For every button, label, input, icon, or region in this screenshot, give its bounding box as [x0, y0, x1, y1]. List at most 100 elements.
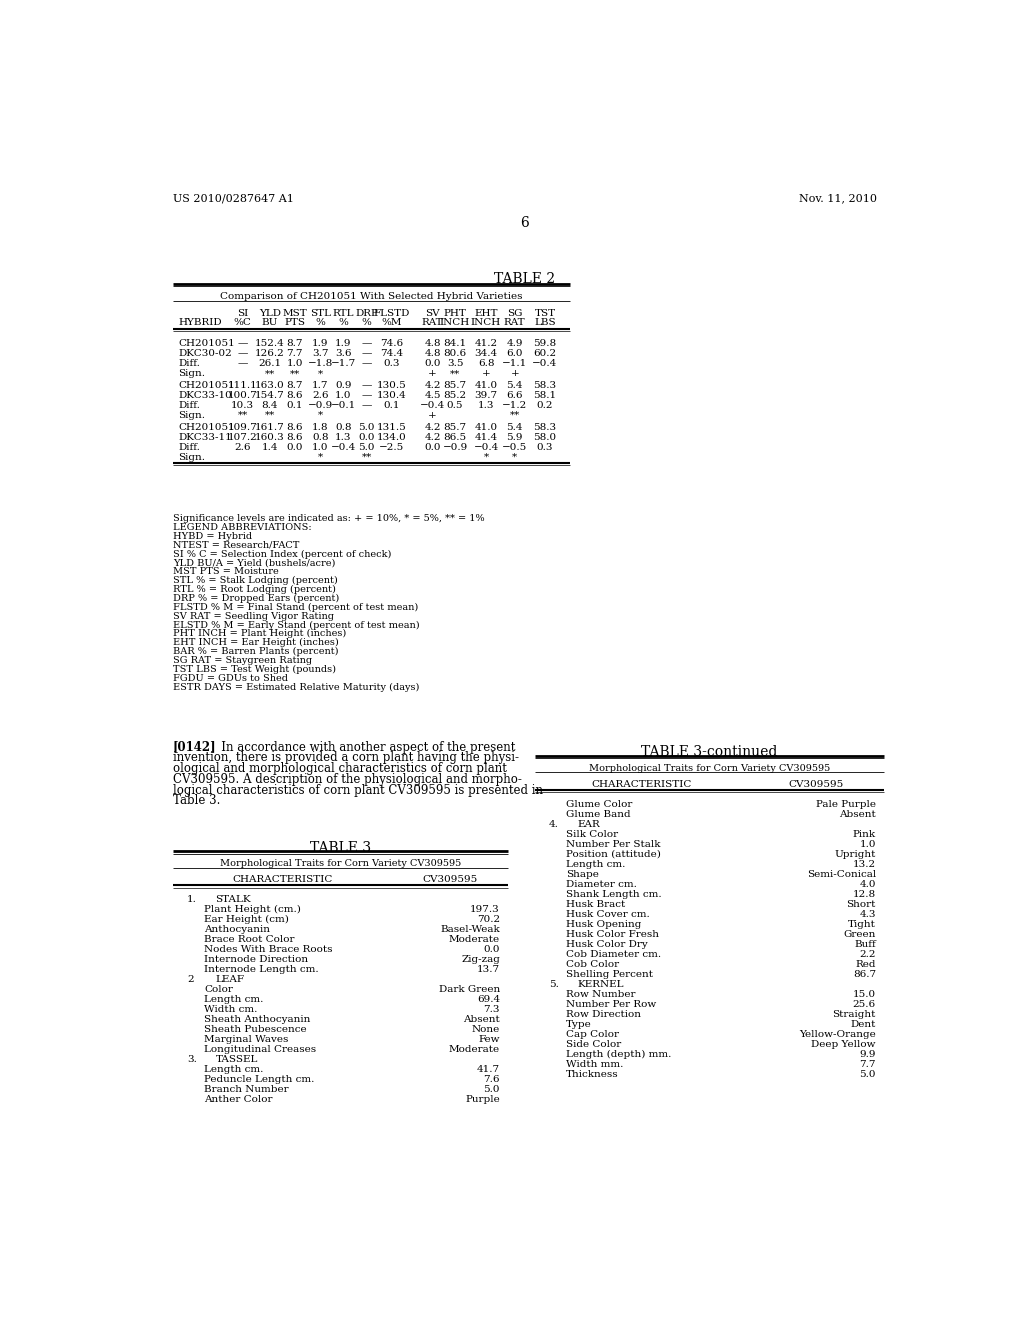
Text: 5.9: 5.9 [507, 433, 523, 441]
Text: CV309595: CV309595 [788, 780, 844, 789]
Text: CH201051: CH201051 [178, 339, 236, 348]
Text: 4.8: 4.8 [424, 350, 440, 358]
Text: 41.0: 41.0 [474, 381, 498, 389]
Text: Husk Color Fresh: Husk Color Fresh [566, 929, 658, 939]
Text: Moderate: Moderate [449, 1045, 500, 1055]
Text: US 2010/0287647 A1: US 2010/0287647 A1 [173, 193, 294, 203]
Text: 109.7: 109.7 [227, 422, 258, 432]
Text: TABLE 3: TABLE 3 [310, 841, 371, 854]
Text: 8.6: 8.6 [287, 391, 303, 400]
Text: HYBD = Hybrid: HYBD = Hybrid [173, 532, 252, 541]
Text: 4.2: 4.2 [424, 381, 440, 389]
Text: 163.0: 163.0 [255, 381, 285, 389]
Text: Sheath Pubescence: Sheath Pubescence [204, 1026, 306, 1035]
Text: EAR: EAR [578, 820, 600, 829]
Text: Moderate: Moderate [449, 936, 500, 944]
Text: Diff.: Diff. [178, 401, 201, 411]
Text: %: % [315, 318, 326, 327]
Text: 39.7: 39.7 [474, 391, 498, 400]
Text: STL: STL [309, 309, 331, 318]
Text: 0.0: 0.0 [424, 442, 440, 451]
Text: Color: Color [204, 985, 232, 994]
Text: —: — [361, 401, 372, 411]
Text: Anther Color: Anther Color [204, 1096, 272, 1105]
Text: 0.5: 0.5 [446, 401, 463, 411]
Text: SI: SI [238, 309, 249, 318]
Text: Type: Type [566, 1020, 592, 1030]
Text: Side Color: Side Color [566, 1040, 622, 1049]
Text: PHT: PHT [443, 309, 467, 318]
Text: —: — [238, 339, 248, 348]
Text: 4.: 4. [549, 820, 559, 829]
Text: 160.3: 160.3 [255, 433, 285, 441]
Text: 0.1: 0.1 [383, 401, 399, 411]
Text: CV309595. A description of the physiological and morpho-: CV309595. A description of the physiolog… [173, 774, 522, 785]
Text: CH201051: CH201051 [178, 422, 236, 432]
Text: DKC33-10: DKC33-10 [178, 391, 232, 400]
Text: Sign.: Sign. [178, 411, 206, 420]
Text: [0142]: [0142] [173, 741, 216, 754]
Text: CHARACTERISTIC: CHARACTERISTIC [591, 780, 691, 789]
Text: 41.7: 41.7 [477, 1065, 500, 1074]
Text: 1.9: 1.9 [335, 339, 351, 348]
Text: PHT INCH = Plant Height (inches): PHT INCH = Plant Height (inches) [173, 630, 346, 639]
Text: Thickness: Thickness [566, 1071, 618, 1078]
Text: 7.3: 7.3 [483, 1006, 500, 1014]
Text: 74.6: 74.6 [380, 339, 403, 348]
Text: Red: Red [855, 960, 876, 969]
Text: Sheath Anthocyanin: Sheath Anthocyanin [204, 1015, 310, 1024]
Text: logical characteristics of corn plant CV309595 is presented in: logical characteristics of corn plant CV… [173, 784, 543, 797]
Text: Cap Color: Cap Color [566, 1030, 618, 1039]
Text: 4.9: 4.9 [507, 339, 523, 348]
Text: 6: 6 [520, 216, 529, 230]
Text: RAT: RAT [504, 318, 525, 327]
Text: Morphological Traits for Corn Variety CV309595: Morphological Traits for Corn Variety CV… [220, 859, 461, 869]
Text: 6.6: 6.6 [507, 391, 523, 400]
Text: —: — [361, 339, 372, 348]
Text: 58.3: 58.3 [534, 422, 556, 432]
Text: FGDU = GDUs to Shed: FGDU = GDUs to Shed [173, 673, 288, 682]
Text: 13.2: 13.2 [853, 859, 876, 869]
Text: *: * [317, 411, 323, 420]
Text: %: % [339, 318, 348, 327]
Text: 86.5: 86.5 [443, 433, 467, 441]
Text: 6.8: 6.8 [478, 359, 495, 368]
Text: 70.2: 70.2 [477, 915, 500, 924]
Text: Purple: Purple [465, 1096, 500, 1105]
Text: 9.9: 9.9 [859, 1051, 876, 1059]
Text: Dark Green: Dark Green [438, 985, 500, 994]
Text: BU: BU [262, 318, 278, 327]
Text: 2.6: 2.6 [234, 442, 251, 451]
Text: Glume Color: Glume Color [566, 800, 632, 809]
Text: **: ** [264, 411, 275, 420]
Text: 41.2: 41.2 [474, 339, 498, 348]
Text: DKC33-11: DKC33-11 [178, 433, 232, 441]
Text: 111.1: 111.1 [227, 381, 258, 389]
Text: 41.0: 41.0 [474, 422, 498, 432]
Text: 1.0: 1.0 [287, 359, 303, 368]
Text: EHT: EHT [474, 309, 498, 318]
Text: Position (attitude): Position (attitude) [566, 850, 660, 859]
Text: 0.0: 0.0 [424, 359, 440, 368]
Text: −0.1: −0.1 [331, 401, 356, 411]
Text: In accordance with another aspect of the present: In accordance with another aspect of the… [210, 741, 515, 754]
Text: PTS: PTS [284, 318, 305, 327]
Text: RAT: RAT [422, 318, 443, 327]
Text: Table 3.: Table 3. [173, 795, 220, 808]
Text: —: — [238, 359, 248, 368]
Text: Glume Band: Glume Band [566, 810, 631, 818]
Text: %C: %C [233, 318, 252, 327]
Text: 0.9: 0.9 [335, 381, 351, 389]
Text: 74.4: 74.4 [380, 350, 403, 358]
Text: 134.0: 134.0 [377, 433, 407, 441]
Text: 58.3: 58.3 [534, 381, 556, 389]
Text: Length cm.: Length cm. [204, 995, 263, 1005]
Text: 1.9: 1.9 [312, 339, 329, 348]
Text: 8.7: 8.7 [287, 381, 303, 389]
Text: CV309595: CV309595 [422, 875, 477, 884]
Text: Row Number: Row Number [566, 990, 635, 999]
Text: Cob Diameter cm.: Cob Diameter cm. [566, 950, 662, 958]
Text: 5.0: 5.0 [358, 422, 375, 432]
Text: 0.3: 0.3 [383, 359, 399, 368]
Text: 34.4: 34.4 [474, 350, 498, 358]
